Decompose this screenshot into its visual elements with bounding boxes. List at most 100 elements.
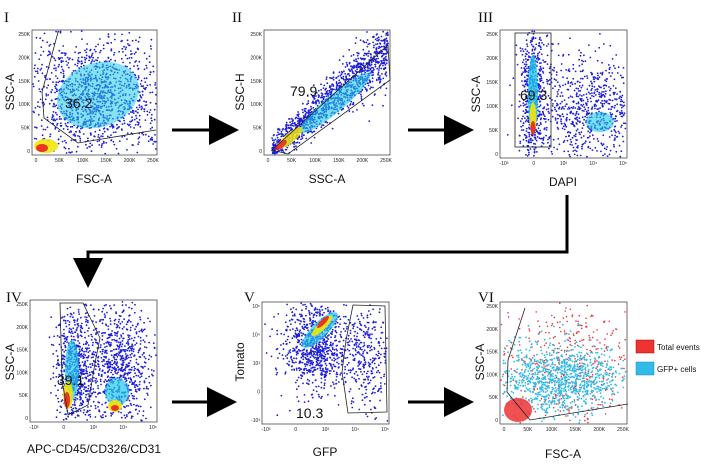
panel-5-y-tick: -10³	[251, 418, 260, 424]
panel-1-x-tick: 50K	[55, 158, 65, 164]
panel-4-core-right	[105, 378, 129, 406]
gate-panel-2	[271, 44, 391, 155]
panel-2-y-tick: 250K	[250, 32, 262, 38]
panel-5-x-tick: 10³	[322, 427, 330, 433]
panel-4-x-tick: 10³	[90, 425, 98, 431]
panel-4-max-right	[111, 405, 119, 411]
panel-1-x-tick: 0	[35, 158, 38, 164]
legend-label-gfp-cells: GFP+ cells	[657, 365, 696, 374]
gate-panel-3	[514, 32, 552, 148]
panel-5-y-tick: 0	[257, 390, 260, 396]
panel-1-y-tick: 0	[27, 149, 30, 155]
panel-5-x-tick: 0	[294, 427, 297, 433]
panel-2-roman: II	[232, 10, 242, 26]
panel-4-y-tick: 250K	[16, 302, 28, 308]
panel-5-roman: V	[244, 290, 255, 306]
panel-1-max	[36, 144, 48, 152]
panel-6-y-tick: 200K	[486, 327, 498, 333]
panel-5-y-tick: 10³	[253, 361, 261, 367]
panel-4-y-tick: 0	[25, 416, 28, 422]
panel-5-max	[317, 316, 329, 328]
panel-3-y-tick: 50K	[489, 128, 499, 134]
panel-4-x-tick: 10⁵	[149, 425, 157, 431]
legend-swatch-gfp-cells	[635, 361, 655, 376]
panel-1-core	[57, 61, 139, 129]
panel-6-x-tick: 0	[503, 427, 506, 433]
panel-1-y-tick: 150K	[18, 79, 30, 85]
panel-1-roman: I	[4, 10, 9, 26]
panel-2-x-tick: 150K	[333, 158, 345, 164]
arrow-3-to-4	[73, 195, 569, 288]
panel-1-x-tick: 150K	[100, 158, 112, 164]
panel-3-x-tick: 10⁵	[619, 161, 627, 167]
panel-6-x-tick: 150K	[570, 427, 582, 433]
panel-3-x-tick: 0	[532, 161, 535, 167]
panel-2-max	[275, 139, 287, 151]
panel-3-ylabel: SSC-A	[469, 76, 483, 113]
panel-2-xlabel: SSC-A	[309, 172, 346, 186]
panel-5-density-gfp	[338, 304, 389, 422]
panel-3-y-tick: 150K	[486, 80, 498, 86]
gate-panel-4	[59, 302, 101, 416]
panel-2-y-tick: 100K	[250, 102, 262, 108]
panel-6-roman: VI	[478, 290, 494, 306]
panel-5-x-tick: 10⁵	[381, 427, 389, 433]
panel-5-percent: 10.3	[296, 405, 323, 421]
panel-5-y-tick: 10⁴	[252, 333, 260, 339]
panel-5-ylabel: Tomato	[233, 342, 247, 382]
panel-6-gfp-cells	[501, 322, 627, 424]
panel-3-x-tick: 10⁴	[589, 161, 597, 167]
panel-1-x-tick: 100K	[77, 158, 89, 164]
panel-3-x-tick: 10³	[560, 161, 568, 167]
panel-2-ylabel: SSC-H	[233, 73, 247, 110]
panel-4-percent: 39.1	[57, 372, 84, 388]
panel-1-xlabel: FSC-A	[76, 172, 112, 186]
panel-4-y-tick: 150K	[16, 348, 28, 354]
panel-1-y-tick: 100K	[18, 102, 30, 108]
panel-4-roman: IV	[6, 290, 22, 306]
panel-2-x-tick: 50K	[287, 158, 297, 164]
panel-2-x-tick: 100K	[309, 158, 321, 164]
panel-6-y-tick: 100K	[486, 372, 498, 378]
panel-3-max	[530, 121, 536, 135]
panel-6-x-tick: 100K	[546, 427, 558, 433]
panel-1-y-tick: 50K	[21, 126, 31, 132]
panel-2-x-tick: 200K	[357, 158, 369, 164]
panel-2-y-tick: 50K	[253, 126, 263, 132]
panel-3-y-tick: 250K	[486, 32, 498, 38]
panel-4-y-tick: 100K	[16, 370, 28, 376]
panel-6-x-tick: 250K	[617, 427, 629, 433]
panel-4-x-tick: -10³	[30, 425, 39, 431]
panel-4-y-tick: 50K	[19, 393, 29, 399]
panel-5-xlabel: GFP	[313, 445, 338, 459]
panel-4-xlabel: APC-CD45/CD326/CD31	[27, 442, 161, 456]
panel-2-y-tick: 150K	[250, 79, 262, 85]
panel-3-y-tick: 100K	[486, 104, 498, 110]
panel-5-x-tick: 10⁴	[351, 427, 359, 433]
gate-panel-5	[341, 304, 388, 414]
panel-6-y-tick: 150K	[486, 350, 498, 356]
panel-2-core	[299, 72, 371, 134]
panel-1-x-tick: 200K	[124, 158, 136, 164]
panel-3-percent: 69.3	[520, 87, 547, 103]
panel-6-ylabel: SSC-A	[473, 344, 487, 381]
panel-4-max-left	[64, 392, 70, 408]
panel-3-y-tick: 200K	[486, 56, 498, 62]
panel-3-y-tick: 0	[495, 152, 498, 158]
legend-label-total-events: Total events	[657, 343, 700, 352]
panel-2-percent: 79.9	[290, 83, 317, 99]
panel-4-x-tick: 0	[62, 425, 65, 431]
panel-6-x-tick: 200K	[593, 427, 605, 433]
panel-6-y-tick: 250K	[486, 304, 498, 310]
panel-2-y-tick: 200K	[250, 55, 262, 61]
panel-5-y-tick: 10⁵	[252, 304, 260, 310]
panel-5-x-tick: -10³	[262, 427, 271, 433]
panel-2-x-tick: 0	[267, 158, 270, 164]
panel-2-y-tick: 0	[259, 149, 262, 155]
gate-panel-6	[506, 307, 629, 421]
panel-3-x-tick: -10³	[500, 161, 509, 167]
panel-6-y-tick: 50K	[489, 395, 499, 401]
panel-3-xlabel: DAPI	[549, 175, 577, 189]
panel-1-percent: 36.2	[65, 95, 92, 111]
